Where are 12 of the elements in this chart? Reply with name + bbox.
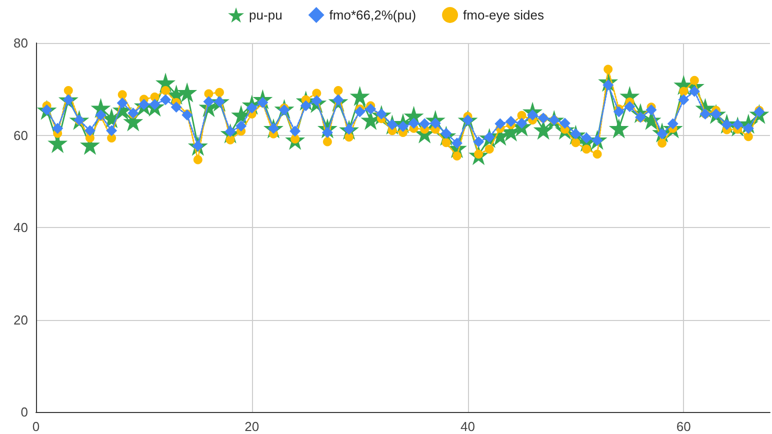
y-tick-label: 20	[14, 312, 28, 328]
y-tick-label: 40	[14, 220, 28, 235]
legend-label: fmo-eye sides	[463, 8, 544, 22]
y-tick-label: 60	[14, 128, 28, 143]
legend-label: pu-pu	[249, 8, 282, 22]
x-tick-label: 60	[676, 419, 691, 434]
legend-label: fmo*66,2%(pu)	[329, 8, 416, 22]
x-tick-label: 20	[244, 419, 260, 434]
y-tick-label: 0	[20, 404, 28, 420]
y-tick-label: 80	[14, 36, 28, 50]
x-tick-label: 40	[460, 419, 475, 434]
x-tick-label: 0	[32, 419, 40, 434]
